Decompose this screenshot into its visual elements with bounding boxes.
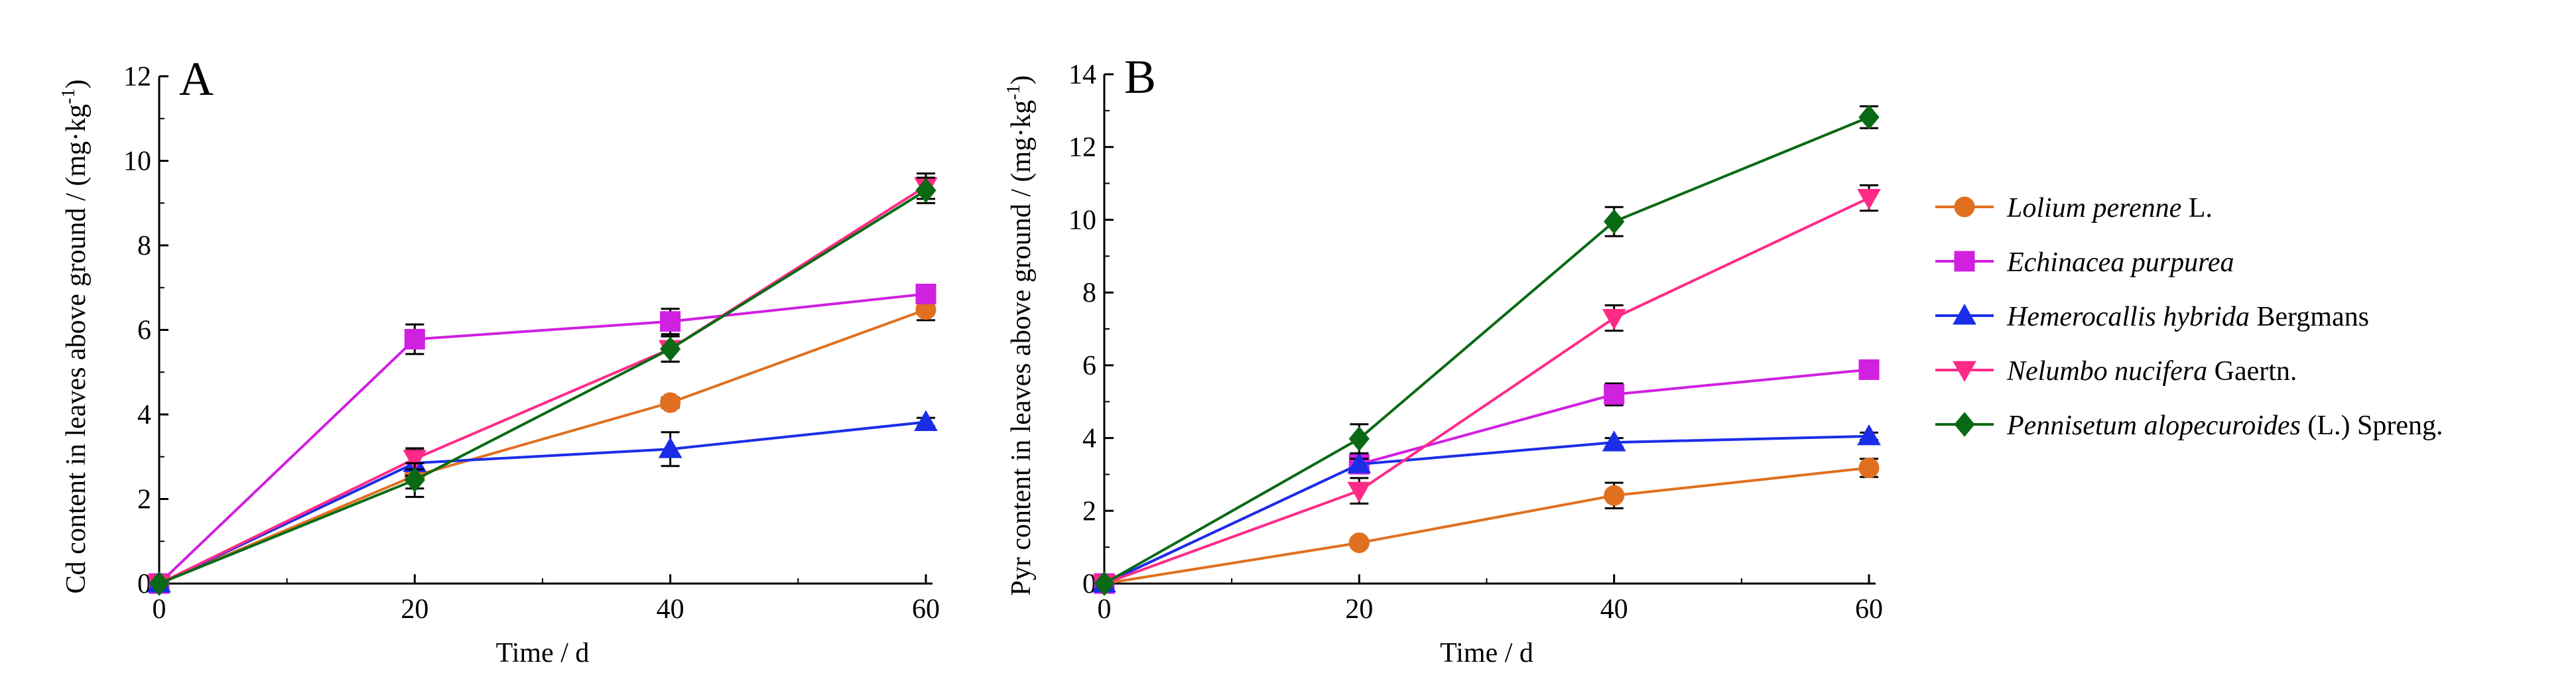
data-point-nelumbo — [1347, 481, 1372, 503]
series-line-pennisetum — [159, 189, 927, 585]
data-point-pennisetum — [1858, 104, 1880, 130]
series-nelumbo-a — [147, 172, 938, 596]
legend-label: Pennisetum alopecuroides (L.) Spreng. — [2006, 410, 2443, 441]
data-point-hemerocallis — [1602, 430, 1626, 452]
legend: Lolium perenne L. Echinacea purpurea Hemer… — [1935, 193, 2443, 441]
data-point-pennisetum — [149, 571, 170, 596]
data-point-pennisetum — [1094, 571, 1115, 596]
series-line-hemerocallis — [159, 420, 927, 585]
y-tick-label: 12 — [123, 62, 151, 92]
legend-item-pennisetum: Pennisetum alopecuroides (L.) Spreng. — [1935, 410, 2443, 441]
data-point-pennisetum — [915, 178, 936, 203]
x-tick-label: 60 — [912, 594, 940, 625]
legend-label: Nelumbo nucifera Gaertn. — [2006, 356, 2297, 387]
data-point-hemerocallis — [914, 410, 938, 431]
data-point-nelumbo — [1602, 309, 1626, 330]
y-tick-label: 6 — [137, 316, 151, 346]
panel-label-b: B — [1124, 50, 1156, 103]
data-point-pennisetum — [1348, 426, 1370, 452]
y-tick-label: 4 — [137, 400, 151, 430]
series-line-echinacea — [1104, 368, 1870, 585]
legend-label: Lolium perenne L. — [2006, 193, 2213, 223]
legend-marker-pennisetum — [1954, 412, 1975, 437]
series-lolium-a — [149, 298, 936, 594]
series-line-lolium — [159, 308, 927, 585]
x-axis-title: Time / d — [496, 638, 590, 668]
y-tick-label: 6 — [1082, 351, 1096, 381]
series-echinacea-b — [1094, 359, 1880, 594]
legend-item-lolium: Lolium perenne L. — [1935, 193, 2213, 223]
x-tick-label: 60 — [1855, 594, 1883, 625]
y-tick-label: 2 — [137, 485, 151, 515]
data-point-echinacea — [660, 311, 681, 332]
y-axis-title: Cd content in leaves above ground / (mg·… — [58, 80, 92, 594]
x-tick-label: 40 — [1600, 594, 1628, 625]
legend-item-hemerocallis: Hemerocallis hybrida Bergmans — [1935, 302, 2369, 332]
y-tick-label: 4 — [1082, 424, 1096, 454]
legend-marker-hemerocallis — [1953, 303, 1976, 325]
data-point-hemerocallis — [658, 437, 682, 458]
data-point-echinacea — [1604, 384, 1625, 405]
y-axis-title: Pyr content in leaves above ground / (mg… — [1003, 76, 1037, 596]
data-point-nelumbo — [1857, 189, 1881, 210]
data-point-lolium — [660, 392, 681, 413]
x-tick-label: 40 — [657, 594, 684, 625]
legend-marker-echinacea — [1954, 251, 1975, 272]
data-point-pennisetum — [404, 468, 425, 493]
x-tick-label: 20 — [1345, 594, 1373, 625]
y-tick-label: 8 — [137, 231, 151, 261]
y-tick-label: 14 — [1068, 60, 1096, 90]
data-point-echinacea — [1858, 359, 1880, 380]
x-axis-title: Time / d — [1440, 638, 1533, 668]
y-tick-label: 10 — [123, 147, 151, 177]
x-tick-label: 0 — [1098, 594, 1112, 625]
data-point-echinacea — [404, 329, 425, 350]
y-tick-label: 8 — [1082, 278, 1096, 308]
legend-label: Echinacea purpurea — [2006, 247, 2234, 278]
series-line-pennisetum — [1104, 115, 1870, 585]
data-point-echinacea — [915, 283, 936, 304]
data-point-lolium — [1604, 485, 1625, 506]
data-point-pennisetum — [1604, 209, 1625, 234]
x-tick-label: 20 — [401, 594, 428, 625]
series-line-lolium — [1104, 466, 1870, 585]
data-point-hemerocallis — [1857, 424, 1881, 446]
legend-item-echinacea: Echinacea purpurea — [1935, 247, 2234, 278]
series-line-echinacea — [158, 292, 927, 585]
legend-label: Hemerocallis hybrida Bergmans — [2006, 302, 2369, 332]
x-tick-label: 0 — [153, 594, 166, 625]
series-line-hemerocallis — [1104, 434, 1870, 585]
legend-marker-nelumbo — [1953, 361, 1976, 383]
y-tick-label: 12 — [1068, 133, 1096, 163]
series-pennisetum-b — [1094, 104, 1880, 596]
y-tick-label: 2 — [1082, 496, 1096, 527]
data-point-hemerocallis — [1347, 452, 1372, 473]
series-lolium-b — [1094, 458, 1880, 594]
data-point-lolium — [1858, 458, 1880, 479]
y-tick-label: 10 — [1068, 205, 1096, 235]
legend-item-nelumbo: Nelumbo nucifera Gaertn. — [1935, 356, 2297, 387]
data-point-lolium — [1348, 532, 1370, 554]
data-point-pennisetum — [660, 336, 681, 361]
series-pennisetum-a — [149, 176, 936, 596]
series-line-nelumbo — [159, 185, 927, 585]
legend-marker-lolium — [1954, 196, 1975, 218]
series-line-nelumbo — [1104, 196, 1870, 585]
data-point-nelumbo — [403, 450, 427, 471]
panel-label-a: A — [179, 52, 214, 105]
